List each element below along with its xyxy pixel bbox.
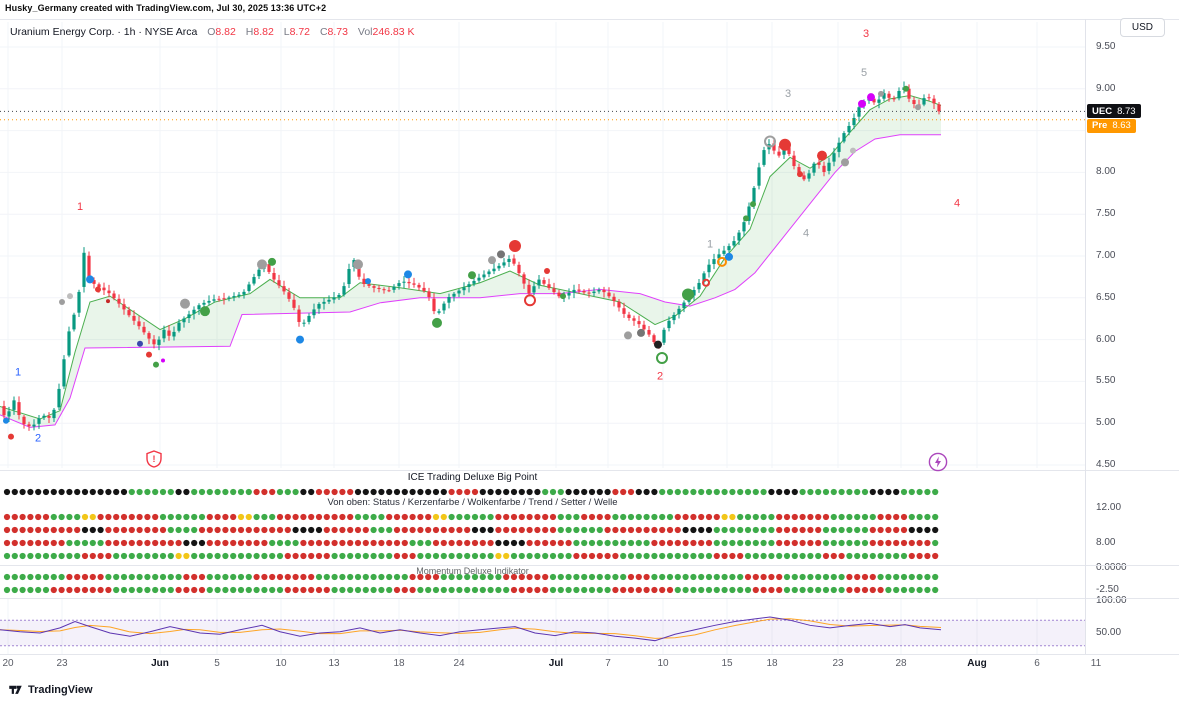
svg-text:4: 4 — [954, 197, 960, 209]
symbol-info-bar[interactable]: Uranium Energy Corp. · 1h · NYSE Arca O8… — [10, 26, 415, 38]
alert-exclamation-glyph: ! — [153, 454, 156, 464]
dot-row-2 — [3, 513, 939, 521]
tradingview-brand-text: TradingView — [28, 683, 93, 696]
indicator-title-momentum[interactable]: Momentum Deluxe Indikator — [416, 566, 529, 576]
time-tick-label: 11 — [1090, 658, 1102, 669]
price-tick-label: 7.00 — [1096, 250, 1116, 261]
panel-separator-ice — [0, 470, 1179, 471]
price-tick-label: 5.50 — [1096, 375, 1116, 387]
time-tick-label: 18 — [393, 658, 405, 669]
time-tick-label: 7 — [605, 658, 611, 669]
price-tick-label: 5.00 — [1096, 417, 1116, 429]
price-scale-separator — [1085, 19, 1086, 654]
oscillator-canvas[interactable] — [0, 598, 1085, 654]
ohlc-close-label: C — [319, 26, 328, 38]
flash-icon[interactable] — [928, 452, 948, 477]
ohlc-open-value: 8.82 — [215, 26, 236, 38]
time-tick-label: Jul — [548, 658, 564, 669]
ice-indicator-canvas[interactable] — [0, 470, 1085, 565]
indicator-tick-label: 50.00 — [1096, 627, 1122, 638]
price-chart-canvas[interactable]: 1 2 1 2 3 4 1 3 4 5 — [0, 0, 1085, 470]
time-tick-label: 5 — [214, 658, 220, 669]
dot-row-5 — [3, 552, 939, 560]
svg-text:3: 3 — [863, 28, 869, 40]
premarket-value: 8.63 — [1112, 120, 1131, 132]
time-tick-label: Jun — [151, 658, 169, 669]
time-tick-label: Aug — [967, 658, 987, 669]
header-separator — [0, 19, 1179, 20]
ohlc-high-label: H — [245, 26, 254, 38]
momentum-indicator-canvas[interactable] — [0, 565, 1085, 598]
price-scale[interactable]: 9.509.008.508.007.507.006.506.005.505.00… — [1085, 0, 1179, 654]
ohlc-high-value: 8.82 — [253, 26, 274, 38]
ohlc-low-label: L — [283, 26, 290, 38]
svg-text:1: 1 — [77, 201, 83, 213]
time-tick-label: 10 — [275, 658, 287, 669]
indicator-title-ice[interactable]: ICE Trading Deluxe Big Point — [407, 472, 538, 483]
indicator-tick-label: 100.00 — [1096, 595, 1127, 606]
panel-separator-momentum — [0, 565, 1179, 566]
svg-text:2: 2 — [35, 432, 41, 444]
price-tick-label: 6.00 — [1096, 333, 1116, 345]
symbol-title: Uranium Energy Corp. · 1h · NYSE Arca — [10, 26, 198, 38]
time-axis-separator — [0, 654, 1179, 655]
dot-row-2 — [3, 586, 939, 594]
attribution-text: Husky_Germany created with TradingView.c… — [5, 3, 327, 13]
svg-text:3: 3 — [785, 88, 791, 100]
dot-row-4 — [3, 539, 939, 547]
svg-text:5: 5 — [861, 67, 867, 79]
volume-value: 246.83 K — [372, 26, 415, 38]
price-tick-label: 9.00 — [1096, 82, 1116, 94]
oscillator-band — [0, 620, 1085, 646]
dot-row-3 — [3, 526, 939, 534]
ichimoku-cloud — [0, 94, 942, 428]
time-tick-label: 6 — [1034, 658, 1040, 669]
time-tick-label: 23 — [56, 658, 68, 669]
indicator-tick-label: 12.00 — [1096, 502, 1122, 513]
svg-text:1: 1 — [707, 238, 713, 250]
currency-button[interactable]: USD — [1119, 18, 1165, 37]
panel-separator-oscillator — [0, 598, 1179, 599]
ohlc-open-label: O — [207, 26, 216, 38]
price-tick-label: 9.50 — [1096, 41, 1116, 52]
time-tick-label: 18 — [766, 658, 778, 669]
tradingview-mark-icon — [9, 685, 22, 694]
dot-row-1 — [3, 573, 939, 581]
indicator-tick-label: -2.50 — [1096, 584, 1119, 595]
tradingview-logo[interactable]: TradingView — [8, 682, 93, 697]
premarket-price-pill[interactable]: Pre 8.63 — [1087, 118, 1136, 133]
indicator-subtitle-ice: Von oben: Status / Kerzenfarbe / Wolkenf… — [327, 497, 618, 508]
indicator-tick-label: 0.0000 — [1096, 562, 1127, 573]
svg-text:2: 2 — [657, 371, 663, 383]
wave-labels: 1 2 1 2 3 4 1 3 4 5 — [15, 28, 960, 445]
last-price-value: 8.73 — [1117, 105, 1136, 117]
time-tick-label: 10 — [657, 658, 669, 669]
alert-shield-icon[interactable]: ! — [146, 450, 162, 473]
last-price-symbol: UEC — [1092, 105, 1113, 117]
time-tick-label: 20 — [2, 658, 14, 669]
premarket-prefix: Pre — [1092, 120, 1108, 132]
price-tick-label: 7.50 — [1096, 208, 1116, 220]
time-tick-label: 24 — [453, 658, 465, 669]
oscillator-line — [0, 616, 942, 642]
last-price-pill[interactable]: UEC 8.73 — [1087, 104, 1141, 119]
svg-text:4: 4 — [803, 228, 809, 240]
time-tick-label: 13 — [328, 658, 340, 669]
price-tick-label: 6.50 — [1096, 291, 1116, 303]
dot-row-1 — [3, 488, 939, 496]
ohlc-low-value: 8.72 — [289, 26, 311, 38]
svg-text:1: 1 — [15, 366, 21, 378]
time-axis[interactable]: 20 23 Jun 5 10 13 18 24 Jul 7 10 15 18 23 28 Aug 6 11 — [0, 654, 1179, 676]
ohlc-close-value: 8.73 — [327, 26, 348, 38]
time-tick-label: 28 — [895, 658, 907, 669]
volume-label: Vol — [357, 26, 373, 38]
oscillator-signal-line — [0, 618, 942, 639]
time-tick-label: 23 — [832, 658, 844, 669]
time-tick-label: 15 — [721, 658, 733, 669]
price-tick-label: 8.00 — [1096, 166, 1116, 178]
grid-lines — [0, 22, 1085, 468]
event-markers — [3, 85, 921, 440]
indicator-tick-label: 8.00 — [1096, 537, 1116, 548]
price-tick-label: 4.50 — [1096, 459, 1116, 470]
